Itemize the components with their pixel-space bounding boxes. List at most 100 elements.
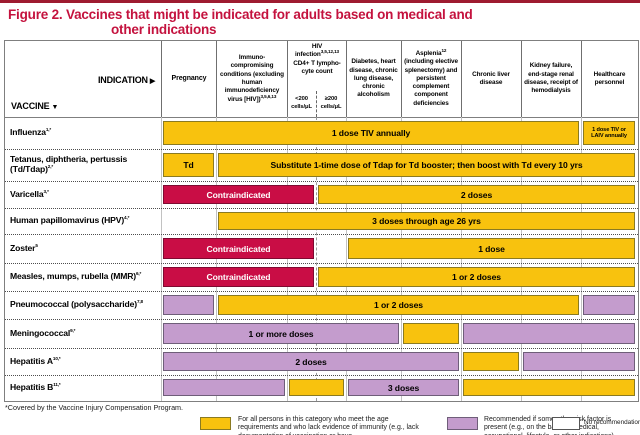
- dose-bar: 1 or 2 doses: [218, 295, 579, 315]
- gridline-vertical: [161, 41, 162, 117]
- figure-title-line2: other indications: [111, 22, 217, 38]
- vaccine-name: Zoster5: [10, 242, 38, 253]
- header-bottom-border: [5, 117, 638, 118]
- figure-title: Figure 2. Vaccines that might be indicat…: [8, 7, 473, 37]
- column-header-hiv-over200: ≥200 cells/μL: [320, 96, 342, 110]
- column-header-healthcare: Healthcare personnel: [593, 70, 626, 86]
- right-arrow-icon: ▶: [149, 78, 155, 85]
- contraindicated-bar: Contraindicated: [163, 185, 314, 204]
- column-header-kidney: Kidney failure, end-stage renal disease,…: [524, 62, 578, 95]
- risk-factor-bar: [163, 379, 285, 396]
- gridline-vertical: [346, 117, 347, 401]
- footnote-superscript: 3,5,12,13: [320, 49, 339, 55]
- dose-bar: 1 dose: [348, 238, 635, 259]
- table-row-hpv: Human papillomavirus (HPV)4,* 3 doses th…: [5, 208, 638, 234]
- column-header-asplenia: Asplenia12 (including elective splenecto…: [402, 41, 460, 117]
- legend-text-none: No recommendation: [584, 419, 640, 426]
- gridline-vertical: [287, 117, 288, 401]
- row-separator: [5, 319, 638, 320]
- gridline-vertical: [581, 117, 582, 401]
- dose-bar: Substitute 1-time dose of Tdap for Td bo…: [218, 153, 635, 177]
- contraindicated-bar: Contraindicated: [163, 267, 314, 287]
- column-header-text: infection: [295, 51, 321, 59]
- column-header-text: HIV: [311, 43, 323, 50]
- column-header-hiv-under200: <200 cells/μL: [291, 96, 312, 110]
- legend-text-purple: Recommended if some other risk factor is…: [484, 416, 614, 435]
- table-row-pneumococcal: Pneumococcal (polysaccharide)7,8 1 or 2 …: [5, 291, 638, 319]
- vaccine-name: Hepatitis A10,*: [10, 355, 61, 366]
- gridline-vertical: [216, 117, 217, 401]
- footnote-superscript: 3,5,6,13: [260, 93, 277, 99]
- table-row-zoster: Zoster5 Contraindicated 1 dose: [5, 234, 638, 263]
- indication-axis-label: INDICATION ▶: [5, 75, 155, 85]
- figure-title-line1: Figure 2. Vaccines that might be indicat…: [8, 7, 473, 22]
- contraindicated-bar: Contraindicated: [163, 238, 314, 259]
- row-separator: [5, 234, 638, 235]
- vaccine-name: Tetanus, diphtheria, pertussis (Td/Tdap)…: [10, 154, 128, 174]
- dose-bar: 1 or 2 doses: [318, 267, 635, 287]
- hiv-subcolumn-divider: [316, 91, 317, 117]
- down-arrow-icon: ▼: [51, 104, 59, 111]
- dose-bar: 1 dose TIV or LAIV annually: [583, 121, 635, 145]
- vaccine-label: VACCINE: [11, 101, 50, 111]
- gridline-vertical: [216, 41, 217, 117]
- column-header-text: Asplenia: [415, 49, 442, 57]
- gridline-vertical-dashed: [316, 117, 317, 401]
- row-separator: [5, 149, 638, 150]
- vicp-footnote: *Covered by the Vaccine Injury Compensat…: [5, 403, 184, 412]
- vaccine-name: Influenza1,*: [10, 127, 52, 138]
- table-row-mmr: Measles, mumps, rubella (MMR)6,* Contrai…: [5, 263, 638, 291]
- legend-text-yellow: For all persons in this category who mee…: [238, 416, 419, 435]
- dose-bar: 2 doses: [318, 185, 635, 204]
- table-row-hepatitis-b: Hepatitis B11,* 3 doses: [5, 375, 638, 400]
- column-header-text: cyte count: [301, 67, 333, 75]
- gridline-vertical: [461, 117, 462, 401]
- dose-bar: [463, 352, 519, 371]
- gridline-vertical: [401, 117, 402, 401]
- indication-label: INDICATION: [97, 75, 148, 85]
- gridline-vertical: [287, 41, 288, 117]
- table-row-hepatitis-a: Hepatitis A10,* 2 doses: [5, 348, 638, 375]
- risk-factor-bar: [163, 295, 214, 315]
- gridline-vertical: [161, 117, 162, 401]
- vaccine-name: Human papillomavirus (HPV)4,*: [10, 215, 130, 226]
- dose-bar: 1 dose TIV annually: [163, 121, 579, 145]
- vaccine-name: Pneumococcal (polysaccharide)7,8: [10, 299, 143, 310]
- vaccine-name: Varicella3,*: [10, 188, 49, 199]
- gridline-vertical: [401, 41, 402, 117]
- footnote-superscript: 12: [441, 47, 447, 53]
- gridline-vertical: [581, 41, 582, 117]
- gridline-vertical: [521, 41, 522, 117]
- vaccine-axis-label: VACCINE ▼: [11, 101, 58, 111]
- vaccine-name: Measles, mumps, rubella (MMR)6,*: [10, 271, 142, 282]
- risk-factor-bar: [463, 323, 635, 344]
- row-separator: [5, 375, 638, 376]
- row-separator: [5, 263, 638, 264]
- gridline-vertical: [346, 41, 347, 117]
- dose-bar: [289, 379, 344, 396]
- dose-bar: [403, 323, 459, 344]
- table-row-meningococcal: Meningococcal9,* 1 or more doses: [5, 319, 638, 348]
- risk-factor-bar: 1 or more doses: [163, 323, 399, 344]
- dose-bar: [463, 379, 635, 396]
- column-header-text: CD4+ T lympho-: [293, 59, 341, 67]
- column-header-pregnancy: Pregnancy: [171, 75, 207, 83]
- risk-factor-bar: 3 doses: [348, 379, 459, 396]
- column-header-chronic-liver: Chronic liver disease: [472, 70, 510, 86]
- risk-factor-bar: 2 doses: [163, 352, 459, 371]
- column-header-immunocompromising: Immuno-compromising conditions (excludin…: [217, 41, 287, 117]
- dose-bar: Td: [163, 153, 214, 177]
- table-row-varicella: Varicella3,* Contraindicated 2 doses: [5, 181, 638, 208]
- risk-factor-bar: [583, 295, 635, 315]
- gridline-vertical: [521, 117, 522, 401]
- table-row-td-tdap: Tetanus, diphtheria, pertussis (Td/Tdap)…: [5, 149, 638, 181]
- table-row-influenza: Influenza1,* 1 dose TIV annually 1 dose …: [5, 117, 638, 149]
- legend-swatch-none: [552, 417, 580, 430]
- row-separator: [5, 291, 638, 292]
- vaccine-name: Meningococcal9,*: [10, 327, 76, 338]
- column-header-text: Immuno-compromising conditions (excludin…: [220, 54, 284, 103]
- column-header-text: (including elective splenectomy) and per…: [404, 58, 458, 107]
- legend-swatch-yellow: [200, 417, 231, 430]
- vaccine-name: Hepatitis B11,*: [10, 381, 61, 392]
